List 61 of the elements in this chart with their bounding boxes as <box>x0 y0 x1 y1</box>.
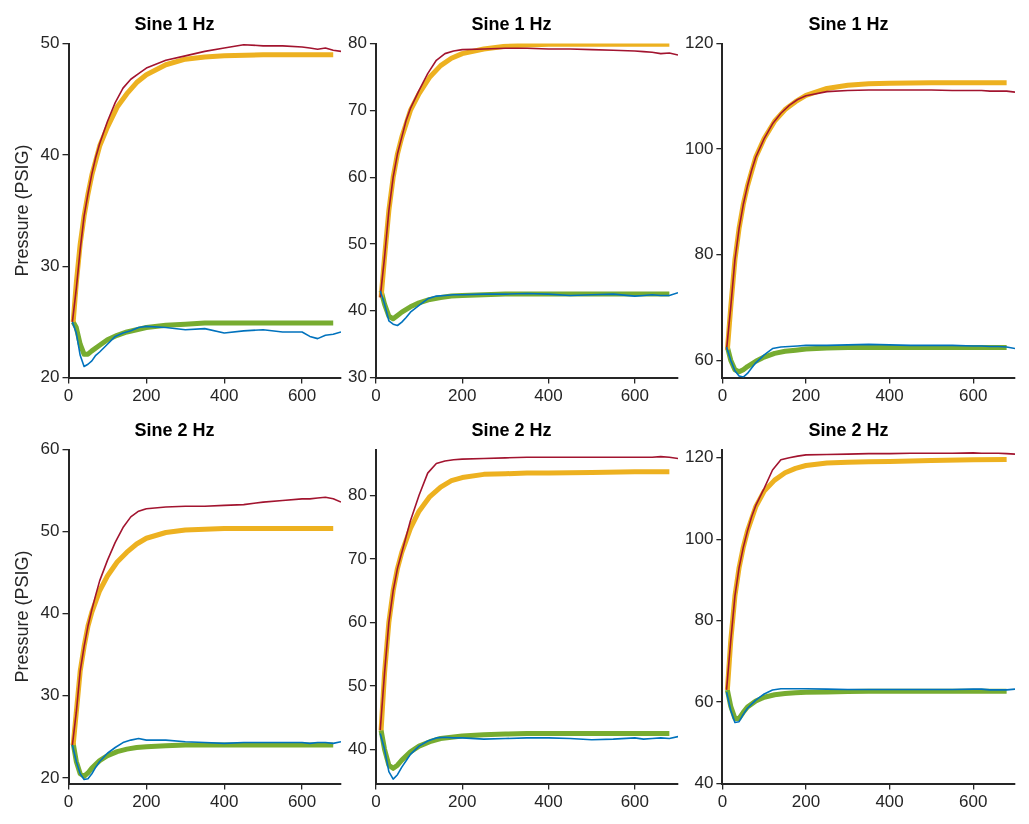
y-tick-label: 60 <box>40 439 60 459</box>
y-tick-label: 20 <box>40 767 60 787</box>
y-tick-label: 30 <box>40 255 60 275</box>
y-tick-label: 40 <box>694 773 714 793</box>
y-tick-label: 40 <box>347 739 367 758</box>
y-tick-label: 80 <box>347 33 367 53</box>
y-tick-label: 80 <box>694 244 714 264</box>
x-tick-label: 600 <box>287 792 317 812</box>
y-tick-label: 100 <box>684 138 714 158</box>
y-tick-label: 30 <box>347 367 367 387</box>
y-tick-label: 80 <box>694 610 714 630</box>
x-tick-label: 200 <box>791 792 821 812</box>
x-tick-label: 200 <box>132 386 161 406</box>
y-tick-label: 30 <box>40 685 60 705</box>
y-tick-label: 80 <box>347 485 367 505</box>
x-tick-label: 0 <box>371 792 381 812</box>
chart-title: Sine 2 Hz <box>808 419 889 440</box>
x-tick-label: 400 <box>210 792 239 812</box>
x-tick-label: 600 <box>287 386 317 406</box>
y-tick-label: 120 <box>684 447 714 467</box>
y-tick-label: 60 <box>347 612 367 631</box>
x-tick-label: 0 <box>717 386 728 406</box>
x-tick-label: 600 <box>959 792 988 812</box>
y-tick-label: 70 <box>347 548 367 568</box>
x-tick-label: 400 <box>534 792 563 812</box>
x-tick-label: 600 <box>959 386 988 406</box>
x-tick-label: 0 <box>63 792 74 812</box>
y-tick-label: 70 <box>347 100 367 120</box>
x-tick-label: 0 <box>63 386 74 406</box>
x-tick-label: 200 <box>448 386 477 406</box>
chart-title: Sine 1 Hz <box>134 13 215 34</box>
y-axis-title: Pressure (PSIG) <box>11 144 32 277</box>
x-tick-label: 400 <box>875 792 904 812</box>
y-tick-label: 50 <box>40 33 60 53</box>
x-tick-label: 0 <box>371 386 381 406</box>
x-tick-label: 200 <box>448 792 477 812</box>
x-tick-label: 600 <box>620 386 650 406</box>
y-tick-label: 60 <box>347 166 367 186</box>
y-tick-label: 50 <box>347 233 367 253</box>
x-tick-label: 0 <box>717 792 728 812</box>
chart-title: Sine 2 Hz <box>134 419 215 440</box>
y-tick-label: 50 <box>347 675 367 695</box>
y-tick-label: 40 <box>40 603 60 623</box>
y-tick-label: 20 <box>40 367 60 387</box>
y-tick-label: 50 <box>40 521 60 541</box>
chart-title: Sine 1 Hz <box>471 13 552 34</box>
y-axis-title: Pressure (PSIG) <box>11 550 32 683</box>
y-tick-label: 120 <box>684 33 714 53</box>
y-tick-label: 100 <box>684 528 714 548</box>
x-tick-label: 600 <box>620 792 650 812</box>
y-tick-label: 60 <box>694 349 714 369</box>
x-tick-label: 400 <box>210 386 239 406</box>
x-tick-label: 400 <box>875 386 904 406</box>
x-tick-label: 200 <box>132 792 161 812</box>
x-tick-label: 200 <box>791 386 821 406</box>
y-tick-label: 40 <box>347 300 367 320</box>
y-tick-label: 60 <box>694 691 714 711</box>
y-tick-label: 40 <box>40 144 60 164</box>
chart-title: Sine 1 Hz <box>808 13 889 34</box>
chart-title: Sine 2 Hz <box>471 419 552 440</box>
x-tick-label: 400 <box>534 386 563 406</box>
